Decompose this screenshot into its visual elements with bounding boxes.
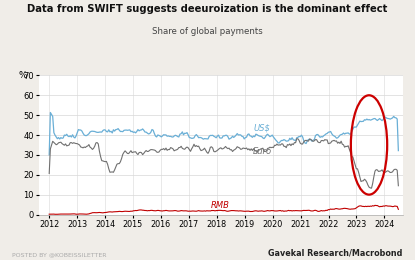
Text: US$: US$ — [253, 123, 270, 132]
Text: Share of global payments: Share of global payments — [152, 27, 263, 36]
Y-axis label: %: % — [19, 70, 27, 80]
Text: RMB: RMB — [211, 201, 230, 210]
Text: Gavekal Research/Macrobond: Gavekal Research/Macrobond — [268, 248, 403, 257]
Text: Data from SWIFT suggests deeuroization is the dominant effect: Data from SWIFT suggests deeuroization i… — [27, 4, 388, 14]
Text: POSTED BY @KOBEISSILETTER: POSTED BY @KOBEISSILETTER — [12, 252, 107, 257]
Text: Euro: Euro — [253, 147, 272, 156]
